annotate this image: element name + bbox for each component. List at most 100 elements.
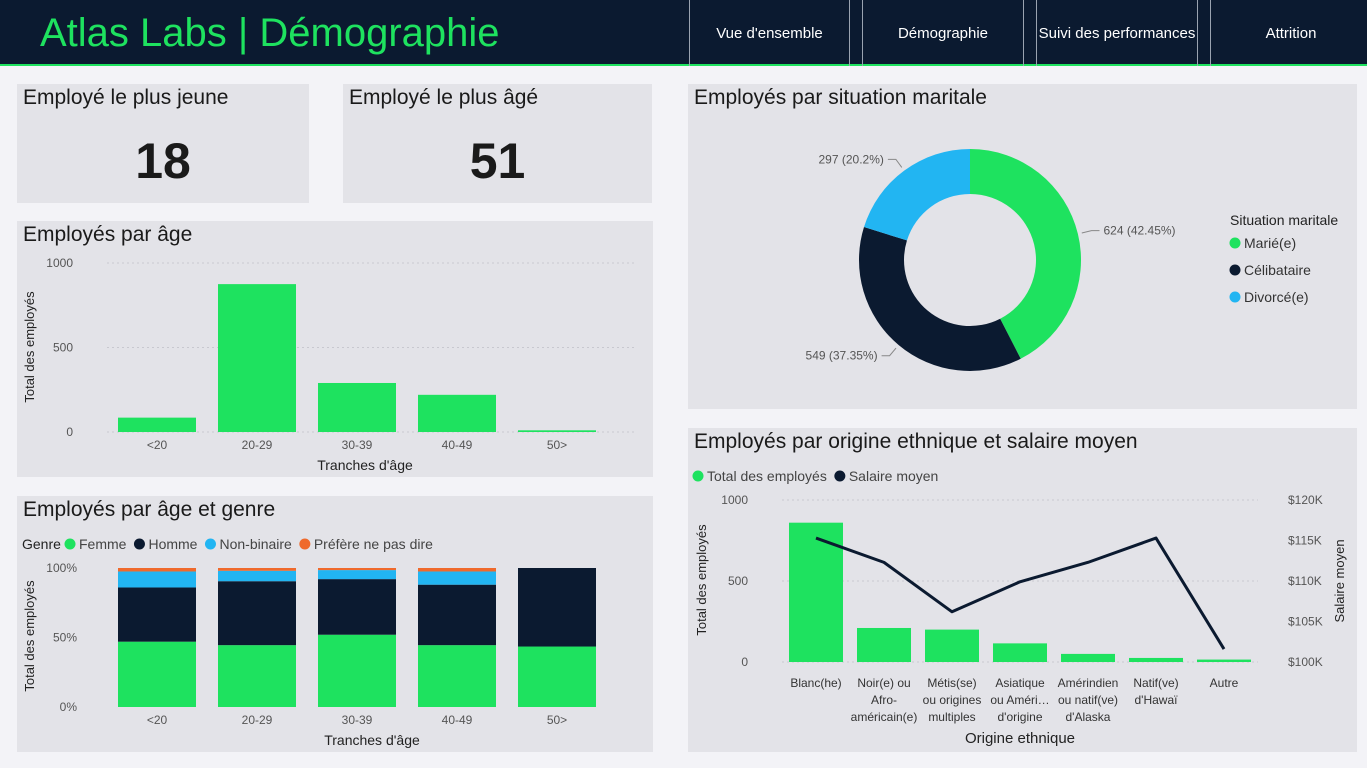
ethnic-combo-chart: Total des employés Salaire moyen 0 500 1000 $… xyxy=(692,468,1347,747)
stacked-bar-segment[interactable] xyxy=(418,584,496,646)
stacked-bar-segment[interactable] xyxy=(318,570,396,580)
legend-item[interactable]: Non-binaire xyxy=(219,536,292,552)
x-tick-label: <20 xyxy=(147,438,168,452)
card-title: Employés par âge et genre xyxy=(23,498,276,521)
stacked-bar-segment[interactable] xyxy=(418,568,496,572)
stacked-bar-segment[interactable] xyxy=(518,568,596,647)
y-tick-label: 0% xyxy=(60,700,78,714)
bar[interactable] xyxy=(925,629,979,662)
donut-slice[interactable] xyxy=(864,149,970,241)
legend-item[interactable]: Salaire moyen xyxy=(849,468,939,484)
y2-tick-label: $110K xyxy=(1288,574,1322,588)
x-tick-label: Blanc(he) xyxy=(790,676,841,690)
x-tick-label: multiples xyxy=(928,710,975,724)
kpi-title: Employé le plus jeune xyxy=(23,86,229,109)
x-tick-label: 30-39 xyxy=(342,713,373,727)
stacked-bar-segment[interactable] xyxy=(518,646,596,707)
stacked-bar-segment[interactable] xyxy=(218,568,296,571)
bar[interactable] xyxy=(318,382,396,432)
x-tick-label: ou natif(ve) xyxy=(1058,693,1118,707)
legend-item[interactable]: Total des employés xyxy=(707,468,827,484)
bar[interactable] xyxy=(993,643,1047,662)
legend-marker xyxy=(834,470,846,482)
x-tick-label: 20-29 xyxy=(242,713,273,727)
x-tick-label: Amérindien xyxy=(1058,676,1119,690)
y2-tick-label: $100K xyxy=(1288,655,1323,669)
legend-item[interactable]: Préfère ne pas dire xyxy=(314,536,433,552)
legend-title: Situation maritale xyxy=(1230,212,1338,228)
leader-line xyxy=(881,347,897,357)
y-axis-label: Total des employés xyxy=(22,580,37,692)
x-tick-label: américain(e) xyxy=(851,710,918,724)
legend-item[interactable]: Femme xyxy=(79,536,127,552)
legend-item[interactable]: Marié(e) xyxy=(1244,235,1296,251)
x-tick-label: 30-39 xyxy=(342,438,373,452)
stacked-bar-segment[interactable] xyxy=(118,587,196,642)
x-tick-label: Noir(e) ou xyxy=(857,676,910,690)
donut-slice[interactable] xyxy=(970,149,1081,359)
bar[interactable] xyxy=(118,417,196,432)
card-title: Employés par origine ethnique et salaire… xyxy=(694,430,1138,453)
legend-item[interactable]: Célibataire xyxy=(1244,262,1311,278)
bar[interactable] xyxy=(1061,653,1115,662)
legend-title: Genre xyxy=(22,536,61,552)
nav-button-attrition[interactable]: Attrition xyxy=(1210,0,1367,66)
y-tick-label: 0 xyxy=(741,655,748,669)
x-tick-label: d'Alaska xyxy=(1066,710,1111,724)
x-tick-label: Autre xyxy=(1210,676,1239,690)
bar[interactable] xyxy=(857,627,911,662)
x-tick-label: d'Hawaï xyxy=(1135,693,1179,707)
stacked-bar-segment[interactable] xyxy=(318,634,396,707)
legend-item[interactable]: Homme xyxy=(148,536,197,552)
age-bar-chart: 0 500 1000 <20 20-29 30-39 40-49 50> Tranches d'… xyxy=(22,256,637,473)
stacked-bar-segment[interactable] xyxy=(118,571,196,588)
legend-marker xyxy=(299,538,311,550)
stacked-bar-segment[interactable] xyxy=(318,579,396,635)
slice-label: 549 (37.35%) xyxy=(806,349,878,363)
legend-marker xyxy=(64,538,76,550)
age-gender-stacked-chart: Genre Femme Homme Non-binaire Préfère ne pas… xyxy=(22,536,596,748)
y-tick-label: 0 xyxy=(66,425,73,439)
donut-slice[interactable] xyxy=(859,227,1021,372)
x-tick-label: ou Améri… xyxy=(990,693,1049,707)
legend-marker xyxy=(1229,264,1241,276)
bar[interactable] xyxy=(1197,659,1251,662)
marital-chart-card: Employés par situation maritale 624 (42.… xyxy=(688,84,1357,409)
card-title: Employés par âge xyxy=(23,223,193,246)
leader-line xyxy=(1081,230,1100,234)
legend-marker xyxy=(692,470,704,482)
stacked-bar-segment[interactable] xyxy=(418,571,496,585)
bar[interactable] xyxy=(518,430,596,432)
x-tick-label: 50> xyxy=(547,438,567,452)
bar[interactable] xyxy=(1129,657,1183,662)
x-tick-label: d'origine xyxy=(998,710,1043,724)
nav-button-performance[interactable]: Suivi des performances xyxy=(1036,0,1198,66)
stacked-bar-segment[interactable] xyxy=(418,645,496,707)
kpi-title: Employé le plus âgé xyxy=(349,86,539,109)
y-tick-label: 50% xyxy=(53,631,77,645)
y2-tick-label: $115K xyxy=(1288,534,1322,548)
x-tick-label: 40-49 xyxy=(442,438,473,452)
salary-line[interactable] xyxy=(815,536,1226,650)
x-tick-label: 40-49 xyxy=(442,713,473,727)
top-bar: Atlas Labs | Démographie Vue d'ensemble … xyxy=(0,0,1367,66)
bar[interactable] xyxy=(218,284,296,432)
legend-item[interactable]: Divorcé(e) xyxy=(1244,289,1309,305)
legend-marker xyxy=(204,538,216,550)
stacked-bar-segment[interactable] xyxy=(218,645,296,707)
stacked-bar-segment[interactable] xyxy=(118,568,196,572)
stacked-bar-segment[interactable] xyxy=(318,568,396,571)
x-tick-label: Afro- xyxy=(871,693,897,707)
x-tick-label: 20-29 xyxy=(242,438,273,452)
y-tick-label: 500 xyxy=(53,341,73,355)
kpi-value: 18 xyxy=(135,133,191,189)
x-tick-label: Natif(ve) xyxy=(1133,676,1178,690)
x-tick-label: 50> xyxy=(547,713,567,727)
stacked-bar-segment[interactable] xyxy=(118,641,196,707)
stacked-bar-segment[interactable] xyxy=(218,570,296,582)
nav-button-overview[interactable]: Vue d'ensemble xyxy=(689,0,850,66)
nav-button-demography[interactable]: Démographie xyxy=(862,0,1024,66)
bar[interactable] xyxy=(418,394,496,432)
x-axis-label: Tranches d'âge xyxy=(324,732,420,748)
stacked-bar-segment[interactable] xyxy=(218,581,296,646)
